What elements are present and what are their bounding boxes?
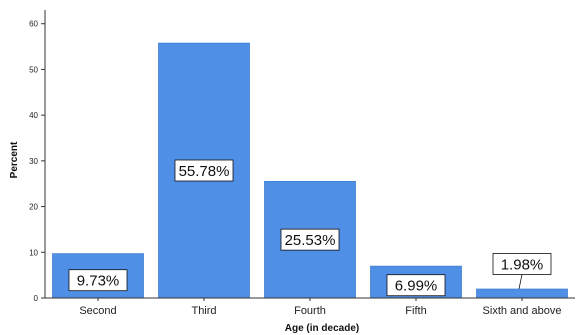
y-tick-label: 0 bbox=[34, 294, 39, 303]
y-tick-label: 60 bbox=[29, 20, 38, 29]
y-tick-label: 10 bbox=[29, 248, 38, 257]
data-label-text: 1.98% bbox=[501, 256, 544, 273]
data-labels-group: 9.73% 55.78% 25.53% 6.99% 1.98% bbox=[68, 159, 552, 297]
data-label: 1.98% bbox=[492, 253, 552, 290]
x-category-labels: Second Third Fourth Fifth Sixth and above bbox=[79, 298, 561, 317]
data-label-box bbox=[492, 253, 552, 275]
data-label-text: 9.73% bbox=[77, 273, 120, 290]
data-label-box bbox=[386, 274, 446, 297]
data-label-box bbox=[280, 228, 340, 251]
x-axis-title: Age (in decade) bbox=[285, 323, 359, 334]
y-tick-label: 50 bbox=[29, 65, 38, 74]
y-tick-label: 20 bbox=[29, 203, 38, 212]
data-label-box bbox=[174, 159, 234, 182]
data-label-text: 6.99% bbox=[395, 278, 438, 295]
x-tick-label: Fifth bbox=[405, 305, 426, 317]
data-label-box bbox=[68, 269, 128, 292]
data-label-text: 25.53% bbox=[285, 232, 336, 249]
data-label: 55.78% bbox=[174, 159, 234, 182]
x-tick-label: Sixth and above bbox=[483, 305, 562, 317]
y-tick-label: 30 bbox=[29, 157, 38, 166]
y-ticks-group: 0 10 20 30 40 50 60 bbox=[29, 20, 45, 303]
bar-sixth-and-above bbox=[476, 288, 568, 299]
data-label: 25.53% bbox=[280, 228, 340, 251]
data-label: 9.73% bbox=[68, 269, 128, 292]
x-tick-label: Third bbox=[191, 305, 216, 317]
data-label-leader bbox=[518, 274, 523, 290]
x-tick-label: Fourth bbox=[294, 305, 326, 317]
data-label: 6.99% bbox=[386, 274, 446, 297]
data-label-text: 55.78% bbox=[179, 163, 230, 180]
x-tick-label: Second bbox=[79, 305, 116, 317]
y-axis-title: Percent bbox=[9, 141, 20, 178]
y-tick-label: 40 bbox=[29, 111, 38, 120]
